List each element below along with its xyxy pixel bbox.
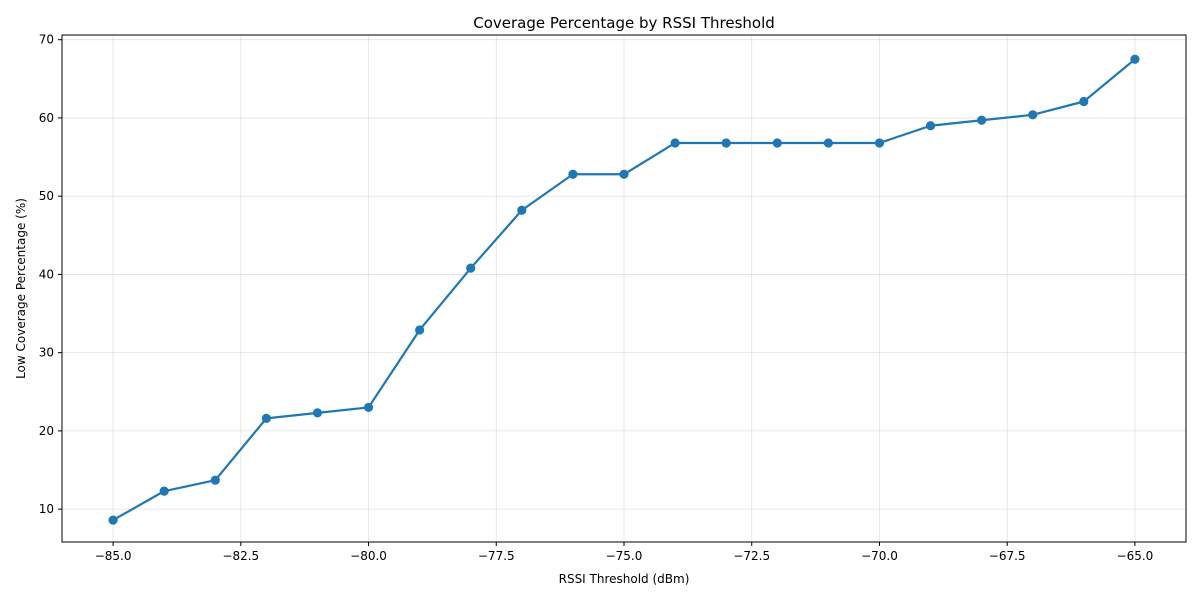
data-point xyxy=(1079,96,1089,107)
grid xyxy=(62,35,1186,542)
data-point xyxy=(772,138,782,148)
y-axis-label: Low Coverage Percentage (%) xyxy=(14,198,28,379)
x-tick-label: −67.5 xyxy=(989,549,1026,563)
data-point xyxy=(363,402,374,413)
data-point xyxy=(312,408,323,418)
data-point xyxy=(415,325,425,335)
data-point xyxy=(108,515,118,525)
data-point xyxy=(619,169,629,179)
data-point xyxy=(210,475,220,485)
data-point xyxy=(670,138,680,148)
x-tick-label: −65.0 xyxy=(1117,549,1154,563)
x-tick-label: −82.5 xyxy=(222,549,259,563)
x-tick-label: −77.5 xyxy=(478,549,515,563)
x-tick-label: −72.5 xyxy=(733,549,770,563)
y-tick-label: 70 xyxy=(39,33,54,47)
y-tick-label: 60 xyxy=(39,111,54,125)
y-tick-label: 10 xyxy=(39,502,54,516)
y-tick-label: 30 xyxy=(39,346,54,360)
data-point xyxy=(517,205,527,215)
data-point xyxy=(159,486,169,496)
data-point xyxy=(874,138,885,148)
x-tick-label: −85.0 xyxy=(95,549,132,563)
data-point xyxy=(1130,54,1140,64)
y-axis: 10 20 30 40 50 60 70 xyxy=(39,33,62,516)
y-tick-label: 50 xyxy=(39,189,54,203)
data-point xyxy=(721,138,731,148)
data-point xyxy=(925,121,936,131)
data-point xyxy=(466,263,476,273)
x-tick-label: −75.0 xyxy=(606,549,643,563)
x-tick-label: −70.0 xyxy=(861,549,898,563)
data-point xyxy=(261,413,271,423)
x-axis: −85.0 −82.5 −80.0 −77.5 −75.0 −72.5 −70.0 −67.5… xyxy=(95,542,1154,563)
x-tick-label: −80.0 xyxy=(350,549,387,563)
y-tick-label: 20 xyxy=(39,424,54,438)
chart-title: Coverage Percentage by RSSI Threshold xyxy=(473,14,775,32)
data-point xyxy=(568,169,578,179)
x-axis-label: RSSI Threshold (dBm) xyxy=(559,572,690,586)
data-point xyxy=(823,138,833,148)
y-tick-label: 40 xyxy=(39,267,54,281)
data-point xyxy=(1028,110,1038,120)
data-point xyxy=(977,115,987,125)
series-layer xyxy=(108,54,1140,525)
